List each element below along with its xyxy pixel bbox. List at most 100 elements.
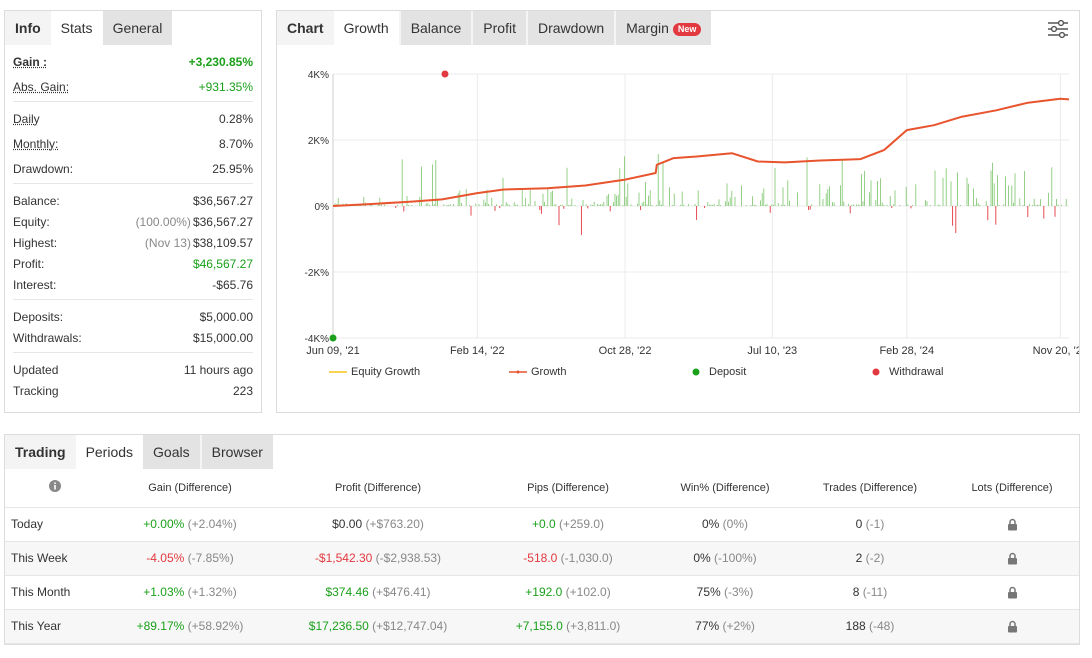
highest-value: $38,109.57 (192, 235, 253, 250)
lock-icon[interactable] (1007, 620, 1018, 633)
gain-label[interactable]: Gain : (13, 54, 48, 69)
tab-profit[interactable]: Profit (473, 11, 526, 45)
updated-value: 11 hours ago (183, 362, 253, 377)
period-label: This Month (5, 575, 105, 610)
pips-cell: -518.0 (-1,030.0) (481, 541, 655, 576)
trades-diff: (-48) (869, 619, 895, 633)
daily-label[interactable]: Daily (13, 111, 40, 126)
chart-panel: Chart Growth Balance Profit Drawdown Mar… (276, 10, 1080, 413)
pips-value: +192.0 (525, 585, 563, 599)
tracking-value: 223 (232, 383, 253, 398)
tab-browser[interactable]: Browser (201, 435, 273, 469)
monthly-label[interactable]: Monthly: (13, 136, 59, 151)
tab-chart[interactable]: Chart (287, 20, 324, 36)
balance-value: $36,567.27 (192, 193, 253, 208)
monthly-value: 8.70% (218, 136, 253, 151)
pips-value: +0.0 (531, 517, 556, 531)
period-label: This Year (5, 609, 105, 644)
legend-deposit[interactable]: Deposit (691, 366, 746, 378)
pips-diff: (+3,811.0) (566, 619, 621, 633)
trades-diff: (-1) (865, 517, 885, 531)
trading-tabs: Trading Periods Goals Browser (5, 435, 1079, 469)
gain-value: -4.05% (146, 551, 185, 565)
table-header: Gain (Difference) Profit (Difference) Pi… (5, 469, 1079, 508)
winrate-diff: (-100%) (714, 551, 757, 565)
trades-cell: 8 (-11) (795, 575, 945, 610)
legend-equity-growth-label: Equity Growth (351, 366, 421, 378)
withdrawal-marker (441, 70, 449, 78)
tab-balance[interactable]: Balance (400, 11, 472, 45)
withdrawals-label: Withdrawals: (13, 330, 82, 345)
x-tick-label: Feb 28, '24 (879, 345, 934, 357)
profit-value: $0.00 (332, 517, 363, 531)
lock-icon[interactable] (1007, 586, 1018, 599)
tab-general[interactable]: General (102, 11, 173, 45)
gain-header[interactable]: Gain (Difference) (105, 469, 275, 508)
pips-cell: +192.0 (+102.0) (481, 575, 655, 610)
trades-header[interactable]: Trades (Difference) (795, 469, 945, 508)
abs-gain-label[interactable]: Abs. Gain: (13, 79, 70, 94)
tab-growth[interactable]: Growth (333, 11, 399, 45)
table-row: This Week -4.05% (-7.85%) -$1,542.30 (-$2,… (5, 541, 1079, 576)
tab-drawdown[interactable]: Drawdown (527, 11, 615, 45)
lots-cell (945, 609, 1079, 644)
winrate-diff: (0%) (722, 517, 749, 531)
y-tick-label: -2K% (305, 268, 330, 279)
y-tick-label: 0% (315, 202, 330, 213)
stats-tabs: Info Stats General (5, 11, 261, 45)
stats-panel: Info Stats General Gain : +3,230.85% Abs.… (4, 10, 262, 413)
interest-label: Interest: (13, 277, 57, 292)
gain-diff: (+2.04%) (187, 517, 237, 531)
tab-periods[interactable]: Periods (75, 435, 144, 469)
tab-goals[interactable]: Goals (143, 435, 200, 469)
pips-diff: (-1,030.0) (560, 551, 613, 565)
trades-value: 8 (852, 585, 860, 599)
profit-value: $46,567.27 (192, 256, 253, 271)
profit-header[interactable]: Profit (Difference) (275, 469, 481, 508)
winrate-value: 0% (701, 517, 720, 531)
info-icon[interactable] (49, 480, 61, 493)
trades-value: 0 (855, 517, 863, 531)
deposits-label: Deposits: (13, 309, 64, 324)
growth-line (332, 97, 1070, 207)
pips-value: -518.0 (523, 551, 558, 565)
legend-withdrawal[interactable]: Withdrawal (871, 366, 943, 378)
info-header[interactable] (5, 469, 105, 508)
tab-margin[interactable]: Margin New (616, 11, 712, 45)
winrate-diff: (+2%) (722, 619, 755, 633)
profit-label: Profit: (13, 256, 45, 271)
period-label: Today (5, 507, 105, 542)
winrate-cell: 75% (-3%) (655, 575, 795, 610)
table-row: Today +0.00% (+2.04%) $0.00 (+$763.20) +0.0… (5, 507, 1079, 542)
equity-growth-swatch (329, 371, 347, 373)
tracking-label: Tracking (13, 383, 59, 398)
balance-label: Balance: (13, 193, 60, 208)
equity-label: Equity: (13, 214, 50, 229)
profit-cell: $17,236.50 (+$12,747.04) (275, 609, 481, 644)
sliders-icon[interactable] (1047, 19, 1069, 39)
winrate-diff: (-3%) (724, 585, 754, 599)
profit-diff: (-$2,938.53) (375, 551, 442, 565)
growth-swatch (509, 370, 527, 374)
profit-cell: $0.00 (+$763.20) (275, 507, 481, 542)
new-badge: New (672, 23, 702, 36)
period-label: This Week (5, 541, 105, 576)
lots-header[interactable]: Lots (Difference) (945, 469, 1079, 508)
lock-icon[interactable] (1007, 552, 1018, 565)
drawdown-value: 25.95% (212, 161, 253, 176)
tab-stats[interactable]: Stats (50, 11, 103, 45)
gain-cell: +89.17% (+58.92%) (105, 609, 275, 644)
winrate-header[interactable]: Win% (Difference) (655, 469, 795, 508)
lock-icon[interactable] (1007, 518, 1018, 531)
tab-info[interactable]: Info (15, 20, 41, 36)
legend-growth[interactable]: Growth (509, 366, 566, 378)
lots-cell (945, 541, 1079, 576)
table-row: This Year +89.17% (+58.92%) $17,236.50 (+$… (5, 609, 1079, 644)
tab-trading[interactable]: Trading (15, 444, 66, 460)
legend-equity-growth[interactable]: Equity Growth (329, 366, 420, 378)
deposit-marker (329, 334, 337, 342)
deposits-value: $5,000.00 (199, 309, 253, 324)
pips-header[interactable]: Pips (Difference) (481, 469, 655, 508)
y-tick-label: 2K% (308, 136, 329, 147)
profit-diff: (+$476.41) (372, 585, 431, 599)
